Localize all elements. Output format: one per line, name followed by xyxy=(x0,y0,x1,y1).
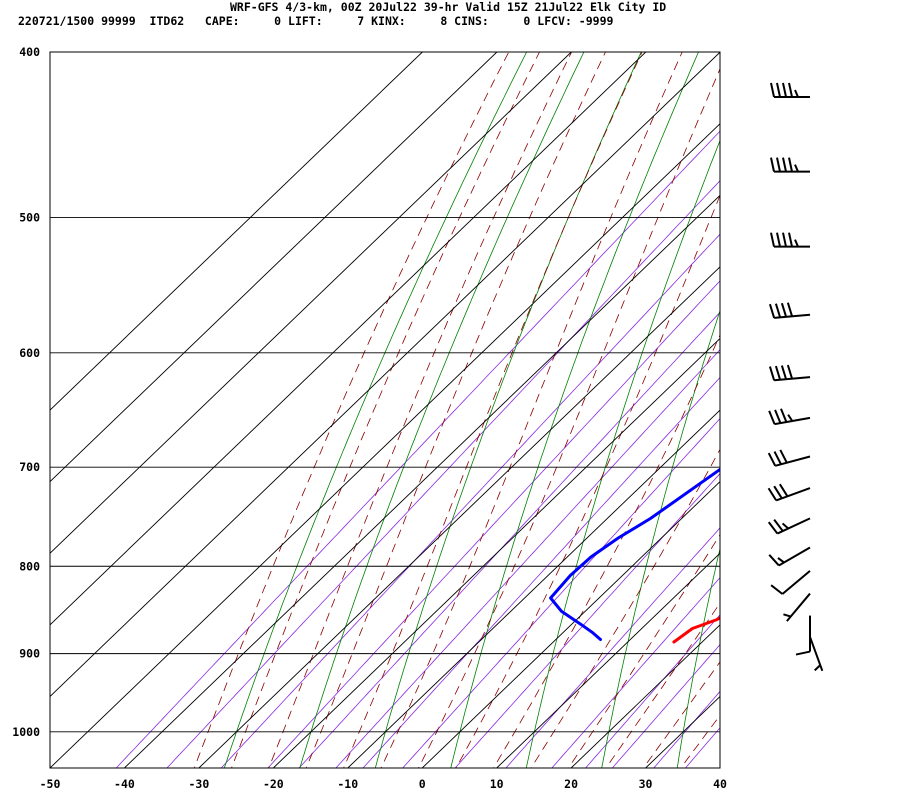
background-lines xyxy=(115,33,900,775)
dry-adiabat-line xyxy=(525,139,720,768)
moist-adiabat-line xyxy=(305,52,606,768)
isotherm-line xyxy=(421,481,720,768)
plot-frame xyxy=(49,51,721,769)
dry-adiabat-line xyxy=(676,547,720,768)
temperature-tick-label: 30 xyxy=(639,777,653,791)
wind-barb xyxy=(770,157,810,173)
mixing-ratio-line xyxy=(402,417,720,768)
isotherm-line xyxy=(794,52,900,768)
mixing-ratio-line xyxy=(454,473,720,768)
pressure-tick-label: 800 xyxy=(19,559,40,573)
moist-adiabat-line xyxy=(530,448,720,768)
mixing-ratio-line xyxy=(551,577,720,768)
isotherm-line xyxy=(719,767,720,768)
dry-adiabat-line xyxy=(299,52,585,768)
dewpoint-profile-line xyxy=(549,467,720,641)
pressure-tick-label: 700 xyxy=(19,460,40,474)
header-indices: 220721/1500 99999 ITD62 CAPE: 0 LIFT: 7 … xyxy=(18,14,614,28)
isotherm-line xyxy=(869,52,900,768)
moist-adiabat-line xyxy=(680,714,720,768)
mixing-ratio-line xyxy=(611,644,720,768)
moist-adiabat-line xyxy=(418,67,720,768)
wind-barb xyxy=(770,82,810,98)
dry-adiabat-line xyxy=(828,33,900,775)
isotherm-line xyxy=(496,552,720,768)
wind-barb xyxy=(768,408,811,426)
header-title: WRF-GFS 4/3-km, 00Z 20Jul22 39-hr Valid … xyxy=(230,0,667,14)
mixing-ratio-line xyxy=(505,527,720,768)
isotherm-line xyxy=(198,266,720,768)
temperature-tick-label: 40 xyxy=(713,777,727,791)
pressure-tick-label: 900 xyxy=(19,647,40,661)
isotherm-line xyxy=(50,52,498,483)
temperature-tick-label: -40 xyxy=(114,777,135,791)
pressure-tick-label: 500 xyxy=(19,211,40,225)
mixing-ratio-line xyxy=(220,233,720,768)
temperature-tick-labels: -50 -40 -30 -20 -10 0 10 20 30 40 xyxy=(40,777,727,791)
dry-adiabat-line xyxy=(223,52,528,768)
moist-adiabat-line xyxy=(493,334,720,768)
dry-adiabat-line xyxy=(752,33,900,775)
wind-barb xyxy=(768,546,811,567)
temperature-tick-label: 10 xyxy=(490,777,504,791)
wind-barb xyxy=(768,302,811,319)
moist-adiabat-line xyxy=(568,534,720,768)
mixing-ratio-line xyxy=(335,349,720,768)
moist-adiabat-line xyxy=(231,52,540,768)
wind-barb xyxy=(768,364,811,382)
sounding-profiles xyxy=(549,467,720,644)
isotherm-line xyxy=(50,52,647,626)
temperature-tick-label: -10 xyxy=(337,777,358,791)
wind-barb xyxy=(795,615,811,656)
mixing-ratio-line xyxy=(115,130,720,768)
wind-barb xyxy=(770,232,810,248)
pressure-tick-label: 1000 xyxy=(12,725,40,739)
pressure-tick-labels: 400 500 600 700 800 900 1000 xyxy=(12,45,40,739)
mixing-ratio-line xyxy=(267,280,720,768)
wind-barb xyxy=(767,483,811,502)
moist-adiabat-line xyxy=(717,764,720,768)
pressure-tick-label: 600 xyxy=(19,346,40,360)
mixing-ratio-line xyxy=(298,311,720,768)
temperature-tick-label: 0 xyxy=(419,777,426,791)
isotherm-line xyxy=(50,123,720,768)
moist-adiabat-line xyxy=(455,194,720,768)
wind-barb xyxy=(809,636,824,672)
pressure-temperature-grid xyxy=(50,52,900,768)
mixing-ratio-line xyxy=(362,376,720,768)
mixing-ratio-line xyxy=(166,180,720,768)
moist-adiabat-line xyxy=(380,52,683,768)
dry-adiabat-line xyxy=(450,52,699,768)
wind-barb xyxy=(767,449,811,467)
sounding-header: WRF-GFS 4/3-km, 00Z 20Jul22 39-hr Valid … xyxy=(0,0,900,32)
isotherm-line xyxy=(645,695,720,768)
isotherm-line xyxy=(347,409,720,768)
isotherm-line xyxy=(570,624,720,768)
mixing-ratio-line xyxy=(684,727,720,768)
wind-barbs xyxy=(767,82,824,672)
moist-adiabat-line xyxy=(268,52,573,768)
moist-adiabat-line xyxy=(193,52,510,768)
isotherm-line xyxy=(50,52,423,411)
wind-barb xyxy=(767,517,811,535)
pressure-tick-label: 400 xyxy=(19,45,40,59)
temperature-tick-label: -30 xyxy=(188,777,209,791)
moist-adiabat-line xyxy=(343,52,643,768)
temperature-tick-label: 20 xyxy=(564,777,578,791)
isotherm-line xyxy=(124,194,720,768)
wind-barb xyxy=(783,592,811,622)
isotherm-line xyxy=(50,52,572,554)
mixing-ratio-line xyxy=(653,690,720,768)
dry-adiabat-line xyxy=(374,52,642,768)
isotherm-line xyxy=(50,52,720,698)
temperature-tick-label: -50 xyxy=(40,777,61,791)
isotherm-line xyxy=(272,337,720,768)
temperature-tick-label: -20 xyxy=(263,777,284,791)
moist-adiabat-line xyxy=(605,602,720,768)
dry-adiabat-line xyxy=(601,309,720,768)
wind-barb xyxy=(770,570,811,595)
mixing-ratio-line xyxy=(585,614,720,768)
